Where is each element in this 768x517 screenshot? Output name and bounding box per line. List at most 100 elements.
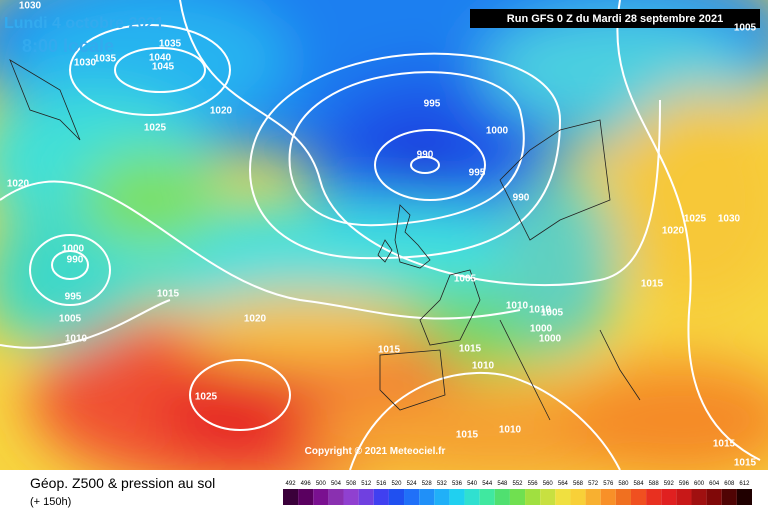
isobar-label: 1040 <box>149 53 172 64</box>
isobar-label: 1005 <box>454 274 477 285</box>
colorbar-label: 560 <box>543 481 554 487</box>
colorbar-cell <box>555 489 571 505</box>
colorbar-label: 556 <box>528 481 539 487</box>
colorbar-cell <box>585 489 601 505</box>
colorbar-cell <box>434 489 450 505</box>
colorbar-label: 572 <box>588 481 599 487</box>
colorbar-cell <box>540 489 556 505</box>
colorbar-cell <box>630 489 647 505</box>
footer-lead: (+ 150h) <box>30 496 71 508</box>
colorbar-cell <box>661 489 677 505</box>
copyright: Copyright © 2021 Meteociel.fr <box>305 446 446 457</box>
isobars <box>0 0 761 470</box>
colorbar-label: 596 <box>679 481 690 487</box>
colorbar-cell <box>328 489 344 505</box>
isobar-label: 1015 <box>378 345 401 356</box>
isobar-label: 1015 <box>734 458 757 469</box>
run-banner <box>470 9 760 28</box>
colorbar-cell <box>615 489 631 505</box>
colorbar-cell <box>404 489 420 505</box>
isobar-label: 995 <box>65 292 82 303</box>
isobar-label: 1010 <box>472 361 495 372</box>
colorbar-label: 508 <box>346 481 357 487</box>
isobar-label: 1000 <box>530 324 553 335</box>
isobar-label: 1015 <box>459 344 482 355</box>
isobar-label: 1020 <box>210 106 233 117</box>
colorbar-cell <box>721 489 737 505</box>
isobar-label: 1010 <box>529 305 552 316</box>
isobar-label: 1015 <box>456 430 479 441</box>
isobar-label: 1005 <box>541 308 564 319</box>
colorbar-label: 544 <box>482 481 493 487</box>
isobar-label: 1020 <box>7 179 30 190</box>
colorbar-cell <box>343 489 359 505</box>
colorbar-label: 496 <box>301 481 312 487</box>
colorbar-label: 536 <box>452 481 463 487</box>
coastlines <box>9 59 641 421</box>
colorbar-label: 576 <box>603 481 614 487</box>
isobar-label: 1020 <box>244 314 267 325</box>
isobar-label: 1005 <box>734 23 757 34</box>
colorbar-label: 580 <box>618 481 629 487</box>
run-info: Run GFS 0 Z du Mardi 28 septembre 2021 <box>507 13 723 25</box>
colorbar: 492 496 500 504 508 512 516 520 524 528 532 536 540 5… <box>283 481 752 505</box>
isobar-label: 990 <box>67 255 84 266</box>
isobar-label: 1025 <box>684 214 707 225</box>
colorbar-cell <box>464 489 480 505</box>
colorbar-cell <box>313 489 329 505</box>
isobar-label: 1015 <box>157 289 180 300</box>
colorbar-label: 524 <box>407 481 418 487</box>
colorbar-label: 532 <box>437 481 448 487</box>
isobar-label: 1000 <box>486 126 509 137</box>
isobar-label: 1015 <box>641 279 664 290</box>
isobar-label: 1045 <box>152 62 175 73</box>
colorbar-cell <box>388 489 405 505</box>
isobar-label: 1035 <box>159 39 182 50</box>
colorbar-label: 548 <box>497 481 508 487</box>
isobar-label: 1010 <box>65 334 88 345</box>
colorbar-label: 564 <box>558 481 569 487</box>
footer-title: Géop. Z500 & pression au sol <box>30 475 215 491</box>
colorbar-label: 520 <box>391 481 402 487</box>
isobar-label: 1025 <box>144 123 167 134</box>
colorbar-cell <box>525 489 541 505</box>
isobar-label: 995 <box>469 168 486 179</box>
colorbar-cell <box>646 489 662 505</box>
colorbar-label: 492 <box>286 481 297 487</box>
colorbar-label: 588 <box>649 481 660 487</box>
isobar-label: 1035 <box>94 54 117 65</box>
isobar-label: 990 <box>513 193 530 204</box>
colorbar-cell <box>419 489 435 505</box>
colorbar-cell <box>570 489 586 505</box>
isobar-label: 1015 <box>713 439 736 450</box>
colorbar-label: 592 <box>664 481 675 487</box>
isobar-label: 1025 <box>195 392 218 403</box>
colorbar-cell <box>509 489 526 505</box>
isobar-label: 1020 <box>662 226 685 237</box>
colorbar-cell <box>449 489 465 505</box>
colorbar-label: 600 <box>694 481 705 487</box>
colorbar-cell <box>736 489 752 505</box>
colorbar-label: 500 <box>316 481 327 487</box>
colorbar-cell <box>494 489 510 505</box>
isobar-label: 1000 <box>539 334 562 345</box>
isobar-label: 1010 <box>499 425 522 436</box>
isobar-label: 1005 <box>59 314 82 325</box>
isobar-label: 990 <box>417 150 434 161</box>
colorbar-label: 604 <box>709 481 720 487</box>
colorbar-cell <box>373 489 389 505</box>
colorbar-label: 608 <box>724 481 735 487</box>
colorbar-label: 512 <box>361 481 372 487</box>
forecast-date: Lundi 4 octobre 2021 <box>4 15 164 32</box>
colorbar-cell <box>600 489 616 505</box>
colorbar-cell <box>706 489 722 505</box>
isobar-label: 995 <box>424 99 441 110</box>
isobar-label: 1000 <box>62 244 85 255</box>
colorbar-cell <box>676 489 692 505</box>
colorbar-cell <box>691 489 707 505</box>
colorbar-label: 568 <box>573 481 584 487</box>
colorbar-cell <box>479 489 495 505</box>
colorbar-label: 528 <box>422 481 433 487</box>
